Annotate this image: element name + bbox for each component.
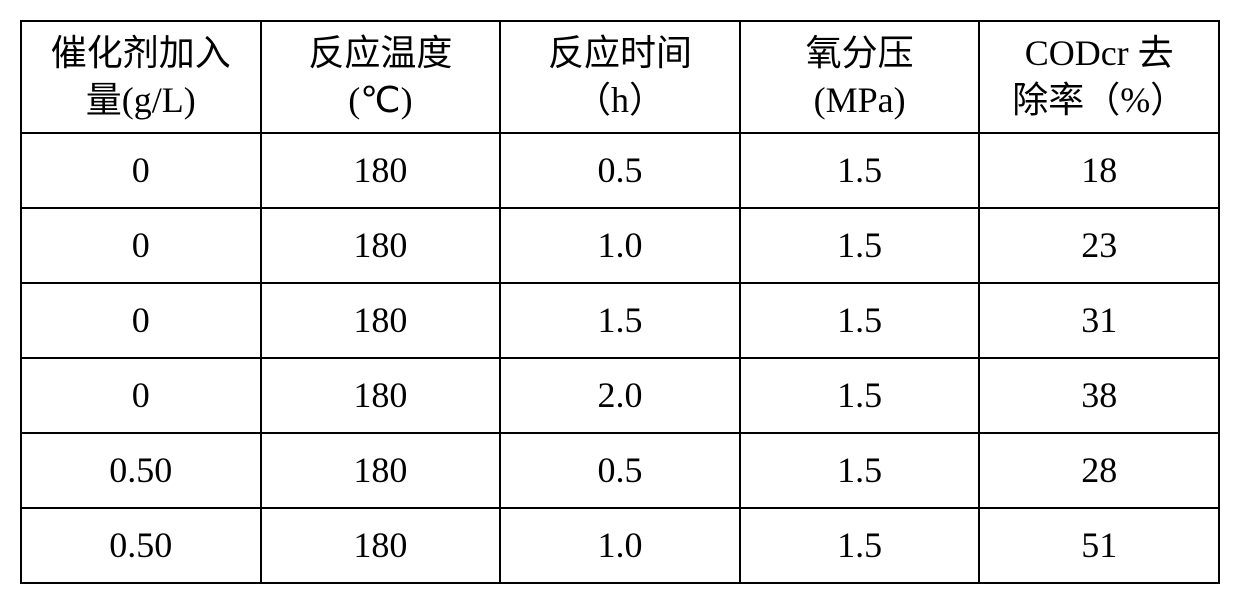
cell-codcr: 28 bbox=[979, 433, 1219, 508]
cell-pressure: 1.5 bbox=[740, 433, 980, 508]
header-label-line1: 反应温度 bbox=[308, 33, 452, 73]
cell-catalyst: 0 bbox=[21, 358, 261, 433]
header-label-line2: 量(g/L) bbox=[86, 80, 196, 120]
cell-temperature: 180 bbox=[261, 133, 501, 208]
header-label-line1: 氧分压 bbox=[806, 33, 914, 73]
cell-codcr: 31 bbox=[979, 283, 1219, 358]
header-label-line1: CODcr 去 bbox=[1025, 33, 1174, 73]
table-row: 0 180 1.0 1.5 23 bbox=[21, 208, 1219, 283]
table-body: 0 180 0.5 1.5 18 0 180 1.0 1.5 23 0 180 … bbox=[21, 133, 1219, 583]
cell-time: 2.0 bbox=[500, 358, 740, 433]
header-label-line1: 催化剂加入 bbox=[51, 33, 231, 73]
cell-time: 1.0 bbox=[500, 508, 740, 583]
cell-temperature: 180 bbox=[261, 433, 501, 508]
cell-pressure: 1.5 bbox=[740, 283, 980, 358]
cell-catalyst: 0.50 bbox=[21, 433, 261, 508]
cell-codcr: 18 bbox=[979, 133, 1219, 208]
header-cell-pressure: 氧分压 (MPa) bbox=[740, 21, 980, 133]
cell-catalyst: 0 bbox=[21, 208, 261, 283]
cell-temperature: 180 bbox=[261, 208, 501, 283]
header-cell-time: 反应时间 （h） bbox=[500, 21, 740, 133]
header-cell-codcr: CODcr 去 除率（%） bbox=[979, 21, 1219, 133]
table-row: 0.50 180 1.0 1.5 51 bbox=[21, 508, 1219, 583]
table-row: 0 180 2.0 1.5 38 bbox=[21, 358, 1219, 433]
table-container: 催化剂加入 量(g/L) 反应温度 (℃) 反应时间 （h） 氧分压 (MPa)… bbox=[20, 20, 1220, 584]
header-row: 催化剂加入 量(g/L) 反应温度 (℃) 反应时间 （h） 氧分压 (MPa)… bbox=[21, 21, 1219, 133]
cell-time: 1.5 bbox=[500, 283, 740, 358]
cell-catalyst: 0.50 bbox=[21, 508, 261, 583]
cell-temperature: 180 bbox=[261, 508, 501, 583]
cell-catalyst: 0 bbox=[21, 133, 261, 208]
header-label-line2: (MPa) bbox=[814, 80, 906, 120]
cell-pressure: 1.5 bbox=[740, 133, 980, 208]
cell-time: 0.5 bbox=[500, 133, 740, 208]
header-label-line2: (℃) bbox=[348, 80, 412, 120]
table-row: 0.50 180 0.5 1.5 28 bbox=[21, 433, 1219, 508]
cell-time: 1.0 bbox=[500, 208, 740, 283]
cell-pressure: 1.5 bbox=[740, 508, 980, 583]
cell-codcr: 23 bbox=[979, 208, 1219, 283]
data-table: 催化剂加入 量(g/L) 反应温度 (℃) 反应时间 （h） 氧分压 (MPa)… bbox=[20, 20, 1220, 584]
cell-temperature: 180 bbox=[261, 358, 501, 433]
table-header: 催化剂加入 量(g/L) 反应温度 (℃) 反应时间 （h） 氧分压 (MPa)… bbox=[21, 21, 1219, 133]
table-row: 0 180 1.5 1.5 31 bbox=[21, 283, 1219, 358]
header-label-line2: （h） bbox=[575, 80, 665, 120]
cell-codcr: 38 bbox=[979, 358, 1219, 433]
header-label-line1: 反应时间 bbox=[548, 33, 692, 73]
table-row: 0 180 0.5 1.5 18 bbox=[21, 133, 1219, 208]
cell-time: 0.5 bbox=[500, 433, 740, 508]
header-label-line2: 除率（%） bbox=[1012, 80, 1186, 120]
header-cell-catalyst: 催化剂加入 量(g/L) bbox=[21, 21, 261, 133]
cell-temperature: 180 bbox=[261, 283, 501, 358]
header-cell-temperature: 反应温度 (℃) bbox=[261, 21, 501, 133]
cell-codcr: 51 bbox=[979, 508, 1219, 583]
cell-pressure: 1.5 bbox=[740, 208, 980, 283]
cell-pressure: 1.5 bbox=[740, 358, 980, 433]
cell-catalyst: 0 bbox=[21, 283, 261, 358]
